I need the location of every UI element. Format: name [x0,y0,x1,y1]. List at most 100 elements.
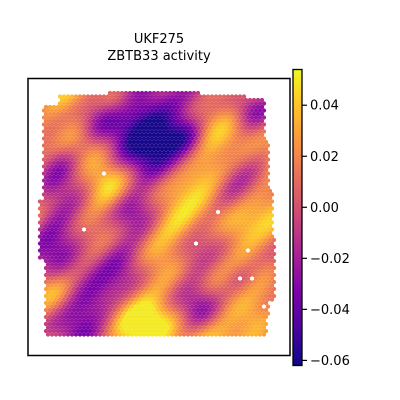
spot [197,171,203,176]
spot [41,234,47,239]
spot [173,213,179,218]
spot [115,174,121,180]
spot [67,293,73,299]
spot [117,206,123,211]
spot [249,122,255,127]
spot [97,143,103,148]
spot [119,258,125,264]
spot [141,318,147,323]
spot [123,188,129,194]
spot [153,262,159,267]
spot [263,223,269,229]
spot [191,139,197,145]
spot [133,115,139,120]
spot [229,206,235,211]
spot [85,248,91,253]
spot [243,111,249,117]
spot [185,206,191,211]
spot [139,223,145,229]
spot [161,206,167,211]
spot [139,132,145,138]
spot [119,321,125,327]
spot [259,307,265,313]
spot [111,230,117,236]
spot [159,160,165,166]
spot [157,185,163,190]
spot [243,153,249,159]
spot [49,248,55,253]
spot [239,139,245,145]
spot [185,171,191,176]
spot [107,258,113,264]
spot [73,150,79,155]
spot [229,129,235,134]
spot [233,255,239,260]
spot [247,111,253,117]
spot [191,90,197,96]
spot [109,108,115,113]
spot [169,157,175,162]
spot [131,216,137,222]
spot [251,279,257,285]
spot [197,276,203,281]
spot [113,283,119,288]
spot [225,241,231,246]
spot [73,332,79,337]
spot [179,202,185,208]
spot [147,195,153,201]
spot [185,276,191,281]
spot [79,321,85,327]
spot [133,311,139,316]
spot [259,321,265,327]
spot [77,171,83,176]
spot [73,192,79,197]
spot [87,286,93,292]
spot [205,101,211,106]
spot [79,279,85,285]
spot [61,185,67,190]
spot [141,220,147,225]
spot [219,293,225,299]
spot [73,115,79,120]
spot [75,216,81,222]
spot [245,129,251,134]
spot [63,104,69,110]
spot [85,108,91,113]
spot [261,101,267,106]
spot [225,220,231,225]
spot [57,122,63,127]
spot [219,307,225,313]
spot [97,318,103,323]
spot [179,111,185,117]
spot [239,272,245,278]
spot [171,139,177,145]
spot [177,325,183,330]
spot [77,94,83,99]
spot [205,129,211,134]
spot [111,251,117,257]
spot [247,272,253,278]
spot [87,265,93,271]
spot [125,318,131,323]
spot [239,300,245,306]
spot [97,150,103,155]
spot [207,230,213,236]
spot [197,164,203,169]
spot [231,181,237,187]
spot [217,143,223,148]
spot [267,188,273,194]
spot [153,115,159,120]
spot [141,171,147,176]
spot [59,146,65,152]
spot [199,251,205,257]
spot [45,276,51,281]
spot [59,153,65,159]
spot [45,199,51,204]
spot [223,314,229,320]
spot [231,160,237,166]
spot [169,178,175,183]
spot [133,269,139,274]
spot [179,97,185,103]
spot [53,227,59,232]
spot [127,237,133,243]
